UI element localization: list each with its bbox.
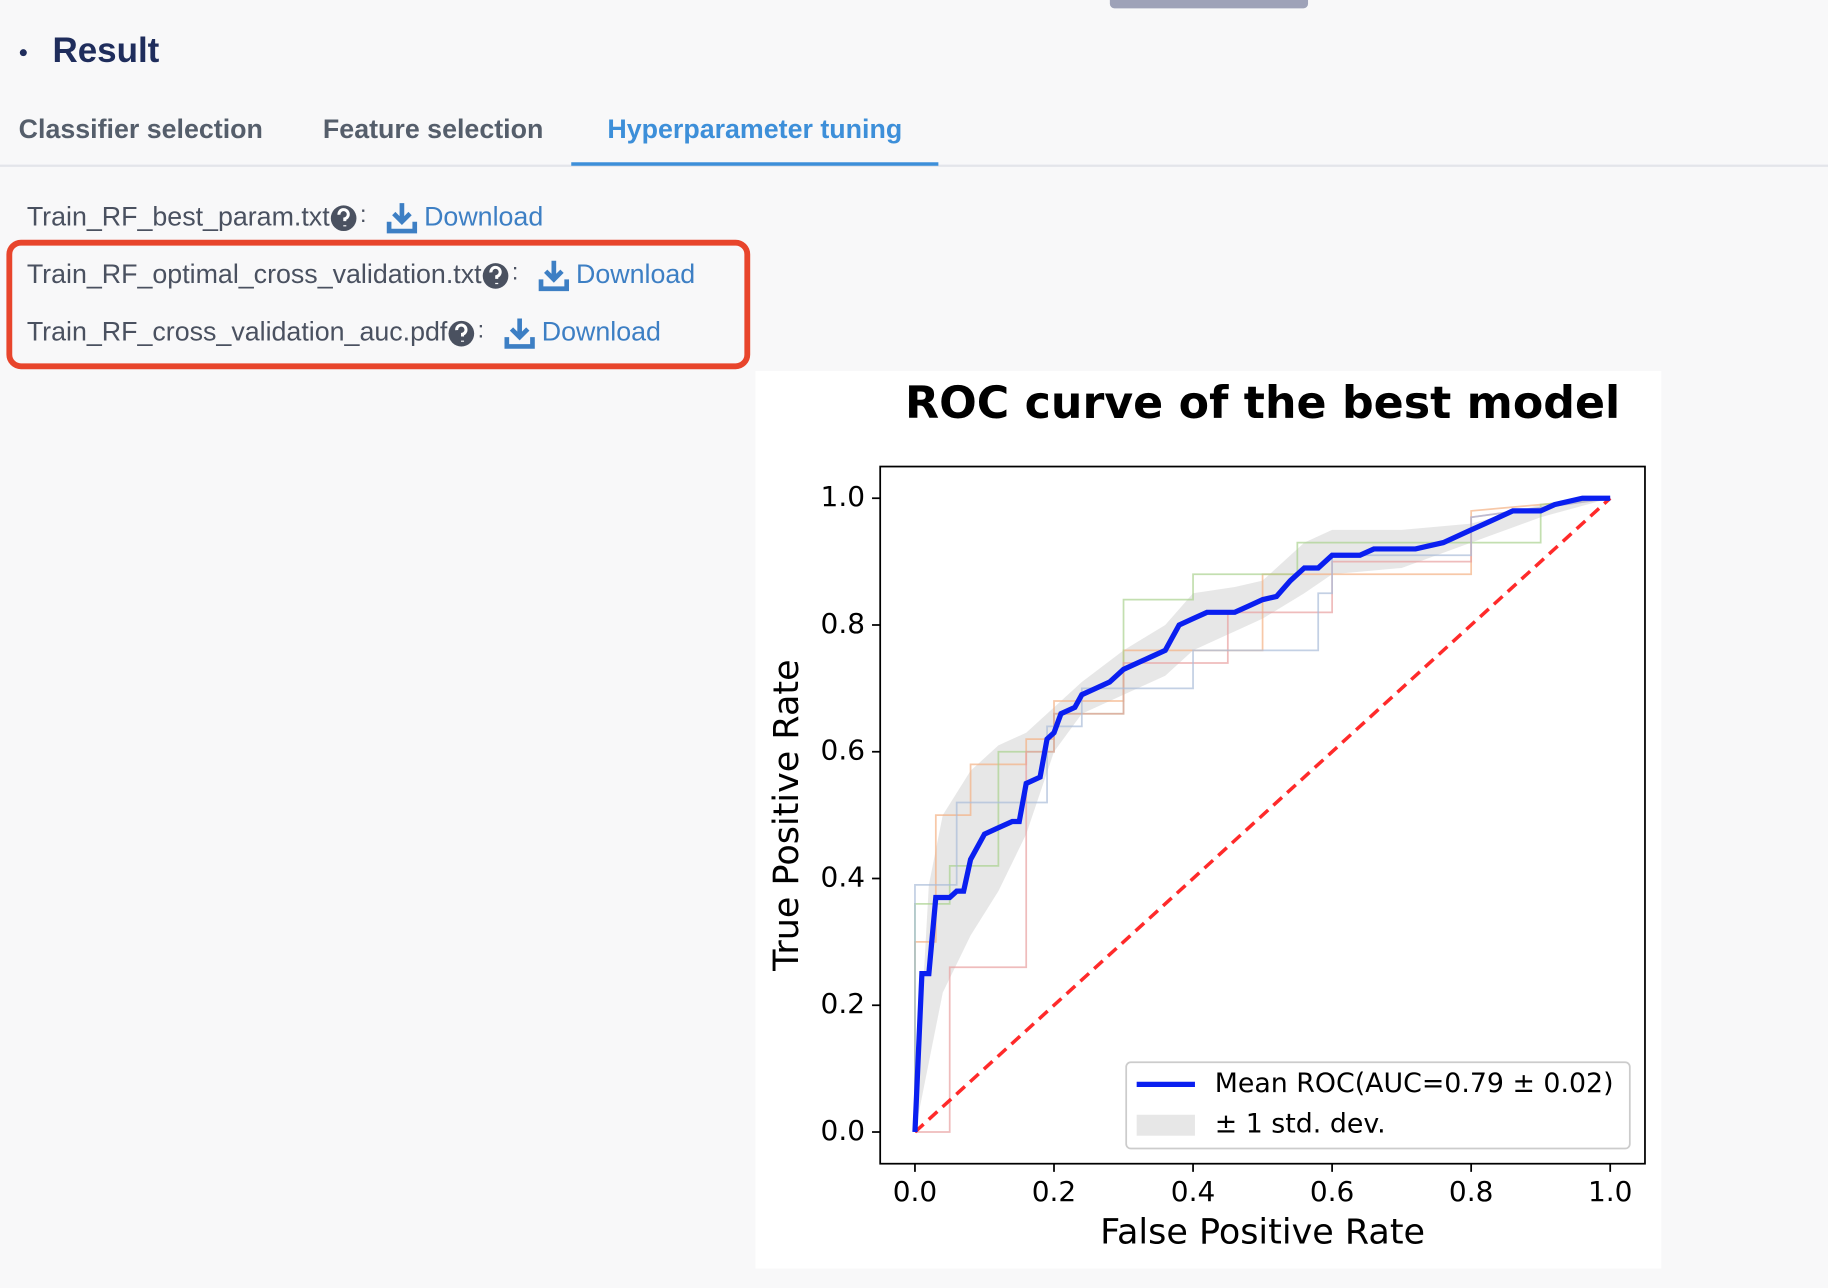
x-tick-label: 0.8	[1449, 1175, 1493, 1208]
x-tick-label: 0.6	[1310, 1175, 1354, 1208]
separator: :	[512, 259, 518, 285]
download-link[interactable]: Download	[424, 201, 543, 231]
y-tick-label: 0.4	[821, 861, 865, 894]
download-icon[interactable]	[538, 260, 569, 292]
legend-swatch	[1136, 1114, 1195, 1136]
download-link[interactable]: Download	[576, 259, 695, 289]
legend-label: Mean ROC(AUC=0.79 ± 0.02)	[1215, 1068, 1614, 1099]
tab-underline	[571, 162, 939, 166]
plot-frame	[879, 465, 1646, 1165]
mean-roc-line	[912, 495, 1611, 1133]
x-axis-label: False Positive Rate	[1100, 1213, 1425, 1253]
chance-line	[913, 496, 1612, 1134]
tab[interactable]: Hyperparameter tuning	[607, 114, 902, 144]
tab[interactable]: Feature selection	[323, 114, 543, 144]
y-axis-label: True Positive Rate	[767, 659, 807, 971]
separator: :	[360, 201, 366, 227]
legend-box	[1125, 1061, 1631, 1150]
y-tick-label: 0.6	[821, 734, 865, 767]
x-tick-label: 0.0	[893, 1175, 937, 1208]
x-tick-label: 0.4	[1171, 1175, 1215, 1208]
help-glyph	[455, 323, 468, 342]
x-tick-label: 1.0	[1588, 1175, 1632, 1208]
tab[interactable]: Classifier selection	[19, 114, 263, 144]
file-name: Train_RF_optimal_cross_validation.txt	[27, 259, 482, 289]
download-icon[interactable]	[386, 203, 418, 234]
top-button[interactable]	[1109, 0, 1309, 9]
chart-title: ROC curve of the best model	[905, 378, 1620, 429]
download-icon[interactable]	[504, 318, 535, 349]
bullet	[19, 49, 27, 57]
fold-roc-line	[914, 497, 1611, 1133]
file-name: Train_RF_best_param.txt	[27, 201, 330, 231]
x-tick-label: 0.2	[1032, 1175, 1076, 1208]
y-tick-label: 0.0	[821, 1114, 865, 1147]
y-tick-label: 0.2	[821, 987, 865, 1020]
highlight-box	[6, 239, 751, 370]
section-title: Result	[52, 31, 159, 70]
file-name: Train_RF_cross_validation_auc.pdf	[27, 317, 448, 347]
y-tick-label: 0.8	[821, 607, 865, 640]
y-tick-label: 1.0	[821, 480, 865, 513]
help-glyph	[489, 265, 502, 285]
separator: :	[478, 316, 484, 342]
help-glyph	[337, 208, 350, 227]
legend-label: ± 1 std. dev.	[1215, 1109, 1386, 1140]
download-link[interactable]: Download	[542, 317, 661, 347]
